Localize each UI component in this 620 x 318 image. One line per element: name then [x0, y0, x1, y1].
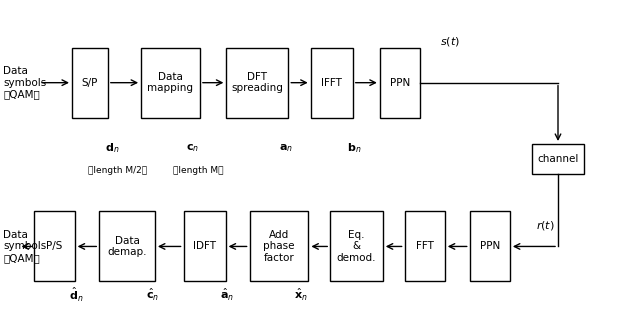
Text: $\hat{\mathbf{d}}_{n}$: $\hat{\mathbf{d}}_{n}$	[69, 286, 84, 304]
Text: Data
symbols
（QAM）: Data symbols （QAM）	[3, 66, 46, 99]
Text: S/P: S/P	[82, 78, 98, 88]
Text: （length M/2）: （length M/2）	[88, 166, 148, 175]
Text: PPN: PPN	[390, 78, 410, 88]
Text: Data
demap.: Data demap.	[107, 236, 147, 257]
Text: $\hat{\mathbf{c}}_{n}$: $\hat{\mathbf{c}}_{n}$	[146, 287, 159, 303]
Bar	[311, 48, 353, 118]
Text: IFFT: IFFT	[321, 78, 342, 88]
Bar	[226, 48, 288, 118]
Text: PPN: PPN	[480, 241, 500, 252]
Text: Data
symbols
（QAM）: Data symbols （QAM）	[3, 230, 46, 263]
Bar	[379, 48, 420, 118]
Bar	[184, 211, 226, 281]
Text: $\mathbf{d}_{n}$: $\mathbf{d}_{n}$	[105, 141, 120, 155]
Text: DFT
spreading: DFT spreading	[231, 72, 283, 93]
Text: IDFT: IDFT	[193, 241, 216, 252]
Bar	[72, 48, 108, 118]
Bar	[405, 211, 445, 281]
Text: P/S: P/S	[46, 241, 63, 252]
Text: FFT: FFT	[416, 241, 433, 252]
Bar	[531, 144, 584, 174]
Bar	[470, 211, 510, 281]
Text: Eq.
&
demod.: Eq. & demod.	[337, 230, 376, 263]
Text: $\hat{\mathbf{a}}_{n}$: $\hat{\mathbf{a}}_{n}$	[220, 287, 234, 303]
Bar	[34, 211, 75, 281]
Text: Add
phase
factor: Add phase factor	[264, 230, 294, 263]
Bar	[249, 211, 309, 281]
Text: $s(t)$: $s(t)$	[440, 35, 460, 48]
Text: channel: channel	[538, 154, 578, 164]
Bar	[330, 211, 383, 281]
Text: $r(t)$: $r(t)$	[536, 219, 555, 232]
Text: $\mathbf{b}_{n}$: $\mathbf{b}_{n}$	[347, 141, 361, 155]
Text: Data
mapping: Data mapping	[148, 72, 193, 93]
Text: $\hat{\mathbf{x}}_{n}$: $\hat{\mathbf{x}}_{n}$	[294, 287, 308, 303]
Bar	[141, 48, 200, 118]
Text: $\mathbf{a}_{n}$: $\mathbf{a}_{n}$	[279, 142, 293, 154]
Text: （length M）: （length M）	[173, 166, 224, 175]
Bar	[99, 211, 155, 281]
Text: $\mathbf{c}_{n}$: $\mathbf{c}_{n}$	[186, 142, 199, 154]
